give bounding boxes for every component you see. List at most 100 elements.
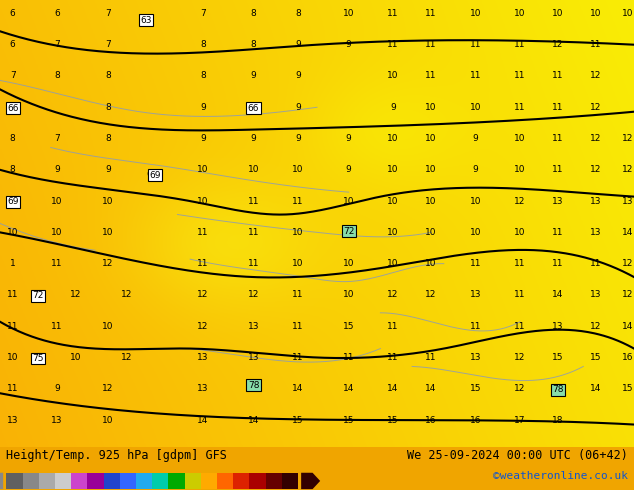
- Text: 12: 12: [102, 384, 113, 393]
- Text: 9: 9: [200, 103, 206, 112]
- Text: 11: 11: [387, 353, 399, 362]
- Text: 8: 8: [200, 72, 206, 80]
- Text: 9: 9: [295, 72, 301, 80]
- Bar: [39, 473, 55, 489]
- Text: 66: 66: [248, 104, 259, 113]
- Text: 10: 10: [292, 165, 304, 174]
- Text: 14: 14: [248, 416, 259, 424]
- Text: 11: 11: [514, 322, 526, 331]
- Text: 12: 12: [197, 291, 209, 299]
- Text: 11: 11: [248, 259, 259, 268]
- Text: 11: 11: [343, 353, 354, 362]
- Text: 9: 9: [472, 165, 479, 174]
- Text: 9: 9: [200, 134, 206, 143]
- Bar: [23, 473, 39, 489]
- Text: 78: 78: [552, 384, 564, 393]
- Bar: [6, 473, 23, 489]
- Text: 12: 12: [622, 291, 633, 299]
- Text: 10: 10: [387, 134, 399, 143]
- Text: 10: 10: [7, 228, 18, 237]
- Text: 9: 9: [472, 134, 479, 143]
- Text: 10: 10: [425, 103, 437, 112]
- Text: 8: 8: [10, 134, 16, 143]
- Text: 10: 10: [514, 228, 526, 237]
- Text: 10: 10: [51, 228, 63, 237]
- Text: 10: 10: [343, 9, 354, 18]
- Bar: [71, 473, 87, 489]
- Text: 8: 8: [200, 40, 206, 49]
- Text: 11: 11: [552, 228, 564, 237]
- Text: 10: 10: [470, 196, 481, 206]
- Text: 8: 8: [105, 103, 111, 112]
- Text: 11: 11: [197, 259, 209, 268]
- Text: 12: 12: [102, 259, 113, 268]
- Text: 13: 13: [590, 196, 602, 206]
- Text: 11: 11: [292, 291, 304, 299]
- Text: 12: 12: [70, 291, 82, 299]
- Text: 6: 6: [10, 40, 16, 49]
- Text: 10: 10: [292, 259, 304, 268]
- Text: 11: 11: [470, 322, 481, 331]
- Text: 10: 10: [197, 165, 209, 174]
- Text: 12: 12: [248, 291, 259, 299]
- Bar: [217, 473, 233, 489]
- Text: 11: 11: [470, 40, 481, 49]
- Text: 11: 11: [552, 72, 564, 80]
- Text: 10: 10: [102, 322, 113, 331]
- Text: 16: 16: [470, 416, 481, 424]
- Text: 8: 8: [105, 134, 111, 143]
- Text: 12: 12: [121, 291, 133, 299]
- Text: 15: 15: [343, 416, 354, 424]
- Text: 9: 9: [295, 103, 301, 112]
- Bar: [266, 473, 281, 489]
- Text: 10: 10: [514, 134, 526, 143]
- Text: 11: 11: [197, 228, 209, 237]
- Text: 8: 8: [250, 40, 257, 49]
- Text: 10: 10: [248, 165, 259, 174]
- Text: 15: 15: [622, 384, 633, 393]
- Text: 13: 13: [622, 196, 633, 206]
- Text: 7: 7: [200, 9, 206, 18]
- Text: 11: 11: [248, 228, 259, 237]
- Text: 8: 8: [250, 9, 257, 18]
- Text: 11: 11: [514, 40, 526, 49]
- Text: 11: 11: [292, 353, 304, 362]
- Text: 10: 10: [387, 72, 399, 80]
- Text: 11: 11: [425, 353, 437, 362]
- Text: 10: 10: [292, 228, 304, 237]
- Bar: [120, 473, 136, 489]
- Text: 18: 18: [552, 416, 564, 424]
- Text: 10: 10: [514, 9, 526, 18]
- Text: 11: 11: [7, 384, 18, 393]
- Text: 11: 11: [425, 9, 437, 18]
- Text: 12: 12: [514, 353, 526, 362]
- Text: 10: 10: [425, 165, 437, 174]
- Bar: [55, 473, 71, 489]
- Text: 10: 10: [622, 9, 633, 18]
- Text: 13: 13: [7, 416, 18, 424]
- Text: 12: 12: [590, 72, 602, 80]
- Text: 11: 11: [470, 72, 481, 80]
- Text: 10: 10: [7, 353, 18, 362]
- Text: 11: 11: [590, 259, 602, 268]
- Bar: [152, 473, 169, 489]
- Text: 9: 9: [54, 165, 60, 174]
- Text: 12: 12: [121, 353, 133, 362]
- Text: 8: 8: [295, 9, 301, 18]
- Text: 10: 10: [387, 259, 399, 268]
- Text: 13: 13: [197, 384, 209, 393]
- Text: 7: 7: [54, 40, 60, 49]
- Text: 14: 14: [248, 384, 259, 393]
- Text: 12: 12: [514, 384, 526, 393]
- Text: 9: 9: [295, 40, 301, 49]
- Text: 12: 12: [590, 103, 602, 112]
- Text: 11: 11: [51, 322, 63, 331]
- Text: 10: 10: [425, 228, 437, 237]
- Text: ©weatheronline.co.uk: ©weatheronline.co.uk: [493, 470, 628, 481]
- Text: 66: 66: [7, 103, 18, 112]
- Text: 72: 72: [32, 292, 44, 300]
- Text: 11: 11: [514, 259, 526, 268]
- Text: 6: 6: [54, 9, 60, 18]
- Text: 69: 69: [7, 196, 18, 206]
- Text: Height/Temp. 925 hPa [gdpm] GFS: Height/Temp. 925 hPa [gdpm] GFS: [6, 449, 227, 462]
